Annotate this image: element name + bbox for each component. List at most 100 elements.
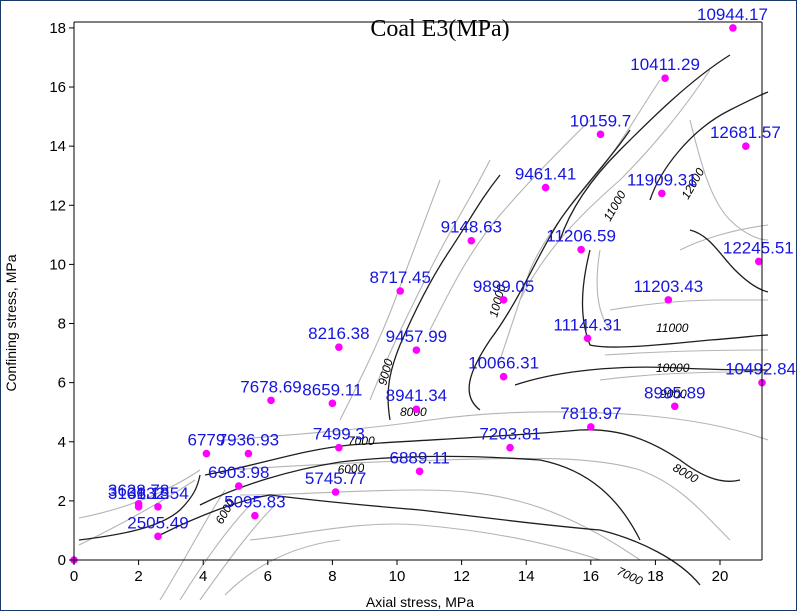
y-tick-label: 2 [58,493,66,510]
contour-line [199,455,641,541]
contour-line [224,539,341,596]
contour-line [599,371,768,381]
data-point [664,296,673,304]
data-point [541,183,550,192]
data-point-label: 8717.45 [370,268,431,287]
contour-line [387,174,501,421]
data-point [154,532,162,541]
contour-line [159,494,701,586]
y-tick-label: 10 [49,256,66,273]
data-point [202,449,211,458]
data-point [661,74,669,82]
data-point-label: 8995.89 [644,383,705,402]
x-tick-label: 18 [647,568,664,585]
contour-line [468,129,631,411]
data-point-label: 3628.78 [108,481,169,500]
data-point [412,346,421,354]
data-point-label: 7203.81 [479,425,540,444]
data-point [742,142,750,150]
data-point-label: 8216.38 [308,324,369,343]
x-tick-label: 8 [328,568,336,585]
data-point-label: 9148.63 [441,218,502,237]
contour-label: 7000 [615,564,645,588]
y-tick-label: 18 [49,20,66,37]
data-point-label: 9457.99 [386,327,447,346]
data-point-label: 7499.3 [313,425,365,444]
data-points [70,24,766,564]
contour-line [689,229,769,293]
data-point [244,449,253,458]
data-point [596,130,605,139]
data-point-label: 10411.29 [630,55,700,74]
contour-line [239,489,641,561]
contour-label: 6000 [337,461,365,477]
data-point [335,343,343,351]
contour-label: 10000 [656,361,690,375]
data-point [154,502,162,511]
x-tick-label: 14 [518,568,535,585]
data-point-label: 6903.98 [208,463,269,482]
contour-line [224,411,769,441]
contour-label: 11000 [656,321,689,335]
contour-line [559,54,731,241]
x-tick-label: 2 [134,568,142,585]
data-point-label: 6779 [188,431,226,450]
data-point [267,396,275,405]
x-tick-label: 10 [389,568,406,585]
data-point [331,488,340,496]
data-point [587,423,595,431]
contour-label: 7000 [348,434,375,448]
data-point-label: 8659.11 [302,380,362,399]
chart-title: Coal E3(MPa) [370,16,509,42]
data-point [499,372,508,381]
data-point [754,257,763,266]
data-point-label: 10944.17 [697,5,768,24]
data-point-label: 11144.31 [553,315,621,334]
data-point [658,189,666,198]
contour-line [78,479,196,546]
y-tick-label: 14 [49,138,66,155]
contour-line [596,249,611,331]
data-point-label: 11909.31 [627,170,697,189]
data-point [335,443,343,452]
contour-line [339,179,441,421]
contour-label: 9000 [375,357,396,387]
contour-line [78,474,201,541]
data-point [577,245,585,254]
contour-line [609,299,768,311]
contour-line [689,119,769,241]
x-tick-label: 20 [712,568,729,585]
data-point [251,511,259,520]
y-tick-label: 0 [58,552,66,569]
axes: 0 2 4 6 8 10 12 14 16 18 20 0 2 4 6 8 10 12 14 16 18 [49,20,763,585]
data-point [583,334,592,343]
data-point-label: 3101.13 [108,484,169,503]
data-point [234,482,243,490]
data-point-label: 11203.43 [634,277,704,296]
contour-line [679,224,769,251]
data-point-label: 8941.34 [386,386,447,405]
contour-line [429,119,591,331]
y-ticks: 0 2 4 6 8 10 12 14 16 18 [49,20,74,569]
data-point-label: 7936.93 [218,431,279,450]
data-point-label: 2505.49 [127,513,188,532]
contour-line [78,469,201,519]
y-tick-label: 8 [58,316,66,333]
data-point [670,402,679,411]
x-tick-label: 0 [70,568,78,585]
y-tick-label: 6 [58,375,66,392]
x-ticks: 0 2 4 6 8 10 12 14 16 18 20 [70,560,729,585]
data-point [134,500,143,508]
data-point [499,296,508,304]
data-point-label: 5745.77 [305,469,366,488]
data-point-label: 9899.05 [473,277,534,296]
contour-line [649,91,769,201]
y-tick-label: 12 [49,197,66,214]
y-tick-label: 4 [58,434,66,451]
contour-line [519,69,711,301]
x-tick-label: 12 [453,568,470,585]
data-point [506,443,514,452]
data-point [415,467,424,476]
